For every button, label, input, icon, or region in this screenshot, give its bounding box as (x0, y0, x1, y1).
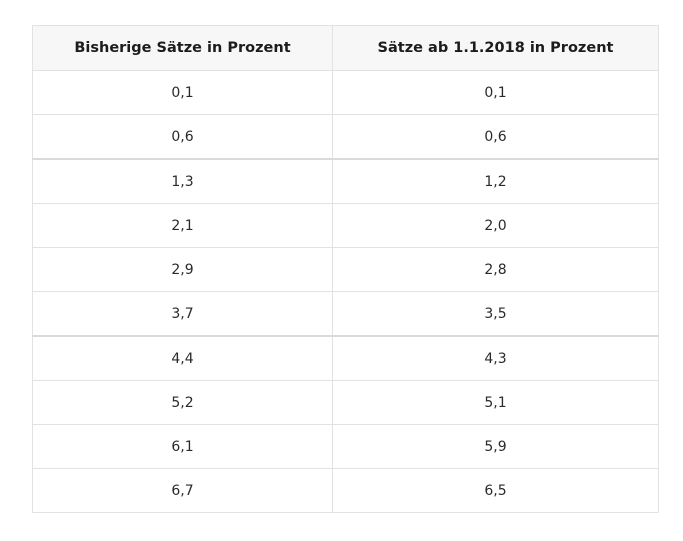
previous-rate-cell: 5,2 (32, 380, 333, 425)
header-rates-from-2018: Sätze ab 1.1.2018 in Prozent (332, 25, 659, 71)
new-rate-cell: 2,8 (332, 247, 659, 292)
header-previous-rates: Bisherige Sätze in Prozent (32, 25, 333, 71)
new-rate-cell: 2,0 (332, 203, 659, 248)
table-header: Bisherige Sätze in Prozent Sätze ab 1.1.… (32, 25, 659, 71)
table-body: 0,1 0,1 0,6 0,6 1,3 1,2 2,1 2,0 2,9 2,8 … (32, 70, 659, 513)
header-row: Bisherige Sätze in Prozent Sätze ab 1.1.… (32, 25, 659, 71)
table-row: 0,6 0,6 (32, 114, 659, 160)
previous-rate-cell: 6,1 (32, 424, 333, 469)
table-row: 2,1 2,0 (32, 203, 659, 248)
new-rate-cell: 1,2 (332, 158, 659, 204)
previous-rate-cell: 2,1 (32, 203, 333, 248)
table-row: 6,7 6,5 (32, 468, 659, 513)
previous-rate-cell: 0,1 (32, 70, 333, 115)
table-row: 1,3 1,2 (32, 158, 659, 204)
previous-rate-cell: 4,4 (32, 335, 333, 381)
table-row: 3,7 3,5 (32, 291, 659, 337)
table-row: 5,2 5,1 (32, 380, 659, 425)
new-rate-cell: 0,1 (332, 70, 659, 115)
previous-rate-cell: 6,7 (32, 468, 333, 513)
table-row: 2,9 2,8 (32, 247, 659, 292)
new-rate-cell: 6,5 (332, 468, 659, 513)
new-rate-cell: 5,9 (332, 424, 659, 469)
new-rate-cell: 4,3 (332, 335, 659, 381)
table-row: 6,1 5,9 (32, 424, 659, 469)
previous-rate-cell: 1,3 (32, 158, 333, 204)
table-row: 0,1 0,1 (32, 70, 659, 115)
previous-rate-cell: 2,9 (32, 247, 333, 292)
table-row: 4,4 4,3 (32, 335, 659, 381)
previous-rate-cell: 0,6 (32, 114, 333, 160)
new-rate-cell: 0,6 (332, 114, 659, 160)
new-rate-cell: 5,1 (332, 380, 659, 425)
new-rate-cell: 3,5 (332, 291, 659, 337)
rates-table: Bisherige Sätze in Prozent Sätze ab 1.1.… (32, 25, 659, 513)
previous-rate-cell: 3,7 (32, 291, 333, 337)
